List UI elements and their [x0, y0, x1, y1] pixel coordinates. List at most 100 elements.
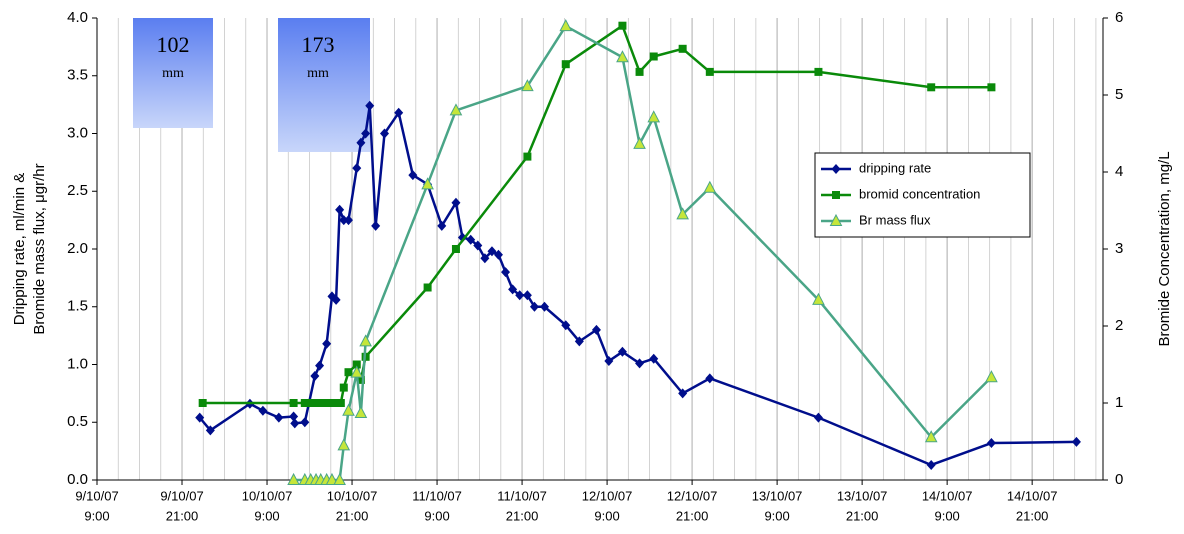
y2-tick-label: 5 [1115, 86, 1123, 103]
x-tick-label: 21:00 [506, 508, 539, 523]
marker [473, 240, 483, 251]
marker [1071, 436, 1081, 447]
x-tick-label: 10/10/07 [242, 488, 293, 503]
y-axis-title: Bromide mass flux, μgr/hr [31, 163, 48, 334]
marker [350, 365, 364, 378]
marker [493, 249, 503, 260]
marker [449, 103, 463, 116]
y2-tick-label: 0 [1115, 471, 1123, 488]
marker [508, 284, 518, 295]
marker [561, 320, 571, 331]
marker [451, 245, 460, 253]
marker [331, 294, 341, 305]
marker [540, 301, 550, 312]
y2-axis-title: Bromide Concentration, mg/L [1156, 151, 1173, 346]
legend-marker [832, 191, 840, 199]
marker [352, 360, 361, 369]
marker [705, 67, 714, 76]
marker [289, 399, 298, 407]
marker [322, 338, 332, 349]
x-tick-label: 13/10/07 [837, 488, 888, 503]
y2-tick-label: 6 [1115, 9, 1123, 26]
marker [561, 60, 570, 69]
marker [647, 110, 661, 123]
y2-tick-label: 3 [1115, 240, 1123, 257]
marker [523, 152, 532, 161]
marker [616, 50, 629, 63]
marker [325, 472, 339, 485]
marker [365, 100, 375, 111]
x-tick-label: 9:00 [594, 508, 619, 523]
marker [501, 267, 511, 278]
y-tick-label: 3.5 [67, 67, 88, 84]
marker [591, 324, 601, 335]
x-tick-label: 13/10/07 [752, 488, 803, 503]
marker [604, 356, 614, 367]
series-line [198, 104, 1077, 467]
marker [451, 197, 461, 208]
marker [812, 292, 825, 305]
marker [635, 358, 645, 369]
marker [480, 253, 490, 264]
marker [337, 438, 351, 451]
marker [574, 336, 584, 347]
marker [205, 425, 215, 436]
marker [356, 375, 365, 384]
marker [457, 232, 467, 243]
marker [333, 472, 346, 485]
marker [814, 67, 823, 76]
marker [676, 207, 689, 220]
legend-label: Br mass flux [859, 212, 931, 227]
marker [421, 177, 434, 190]
marker [703, 180, 717, 193]
y-tick-label: 2.5 [67, 182, 88, 199]
marker [352, 163, 362, 174]
marker [300, 399, 309, 407]
x-tick-label: 21:00 [846, 508, 879, 523]
marker [986, 438, 996, 449]
marker [618, 21, 627, 30]
y2-tick-label: 2 [1115, 317, 1123, 334]
x-tick-label: 9:00 [934, 508, 959, 523]
marker [371, 220, 381, 231]
x-tick-label: 9:00 [424, 508, 449, 523]
x-tick-label: 11/10/07 [497, 488, 547, 503]
marker [339, 215, 349, 226]
marker [316, 399, 325, 407]
y-tick-label: 3.0 [67, 124, 88, 141]
y-tick-label: 0.5 [67, 413, 88, 430]
marker [813, 412, 823, 423]
legend-label: bromid concentration [859, 186, 980, 201]
y-tick-label: 0.0 [67, 471, 88, 488]
rain-box [133, 18, 213, 128]
marker [354, 405, 368, 419]
rain-amount: 173 [302, 32, 335, 57]
y-tick-label: 2.0 [67, 240, 88, 257]
marker [649, 353, 659, 364]
x-tick-label: 12/10/07 [667, 488, 718, 503]
marker [310, 371, 320, 382]
y-axis-title: Dripping rate, ml/min & [11, 173, 28, 326]
x-tick-label: 11/10/07 [412, 488, 462, 503]
x-tick-label: 21:00 [166, 508, 199, 523]
y-tick-label: 4.0 [67, 9, 88, 26]
marker [394, 107, 404, 118]
marker [306, 399, 315, 407]
y2-tick-label: 1 [1115, 394, 1123, 411]
marker [423, 283, 432, 292]
marker [987, 83, 996, 92]
marker [322, 399, 331, 407]
marker [487, 246, 497, 257]
legend-marker [829, 213, 843, 226]
rain-unit: mm [307, 66, 329, 81]
marker [361, 128, 371, 139]
marker [705, 373, 715, 384]
x-tick-label: 10/10/07 [327, 488, 378, 503]
marker [315, 360, 325, 371]
marker [985, 370, 998, 383]
legend-label: dripping rate [859, 160, 931, 175]
marker [649, 52, 658, 61]
x-tick-label: 9:00 [764, 508, 789, 523]
x-tick-label: 9/10/07 [75, 488, 118, 503]
series-line [293, 24, 993, 482]
